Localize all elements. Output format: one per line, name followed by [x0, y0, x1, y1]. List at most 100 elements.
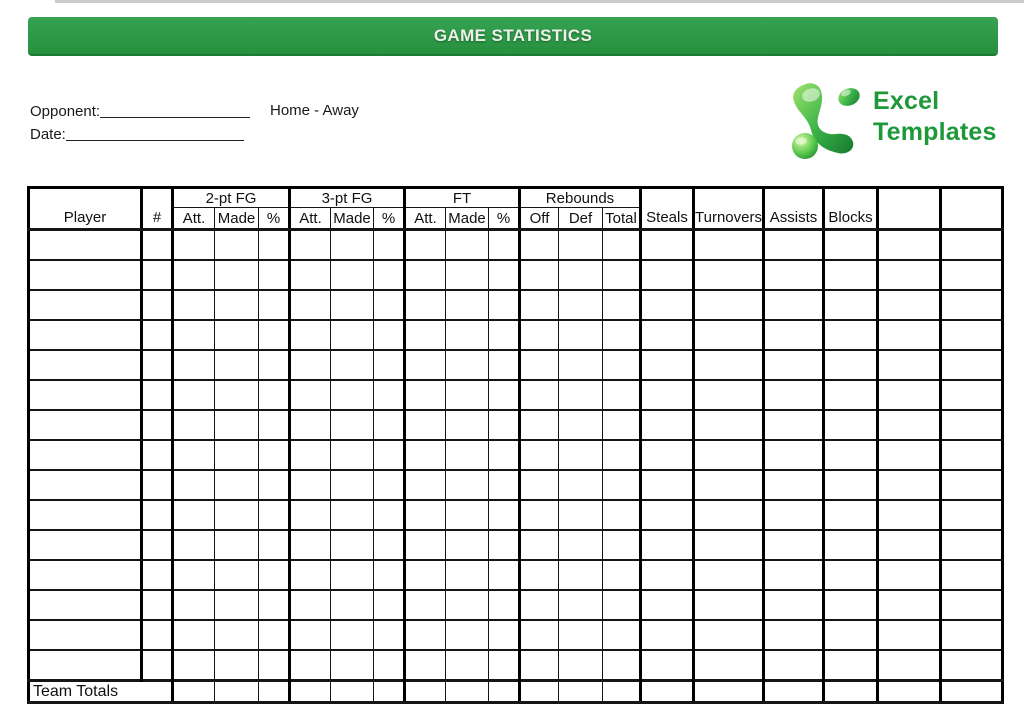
number-cell[interactable]	[140, 409, 173, 441]
stat-cell[interactable]	[214, 499, 259, 531]
stat-cell[interactable]	[876, 619, 941, 651]
stat-cell[interactable]	[330, 289, 374, 321]
number-cell[interactable]	[140, 649, 173, 682]
stat-cell[interactable]	[939, 589, 1003, 621]
stat-cell[interactable]	[330, 529, 374, 561]
stat-cell[interactable]	[762, 619, 824, 651]
stat-cell[interactable]	[488, 589, 520, 621]
stat-cell[interactable]	[558, 439, 603, 471]
stat-cell[interactable]	[171, 319, 215, 351]
stat-cell[interactable]	[939, 559, 1003, 591]
stat-cell[interactable]	[403, 679, 446, 704]
stat-cell[interactable]	[214, 589, 259, 621]
stat-cell[interactable]	[171, 228, 215, 261]
stat-cell[interactable]	[214, 679, 259, 704]
stat-cell[interactable]	[602, 499, 641, 531]
stat-cell[interactable]	[692, 289, 764, 321]
stat-cell[interactable]	[258, 379, 290, 411]
stat-cell[interactable]	[171, 619, 215, 651]
stat-cell[interactable]	[373, 469, 405, 501]
stat-cell[interactable]	[488, 349, 520, 381]
stat-cell[interactable]	[445, 559, 489, 591]
stat-cell[interactable]	[488, 259, 520, 291]
stat-cell[interactable]	[822, 679, 878, 704]
stat-cell[interactable]	[214, 619, 259, 651]
stat-cell[interactable]	[330, 679, 374, 704]
stat-cell[interactable]	[876, 649, 941, 682]
stat-cell[interactable]	[488, 649, 520, 682]
stat-cell[interactable]	[488, 499, 520, 531]
stat-cell[interactable]	[558, 499, 603, 531]
stat-cell[interactable]	[639, 469, 694, 501]
stat-cell[interactable]	[876, 559, 941, 591]
stat-cell[interactable]	[488, 679, 520, 704]
stat-cell[interactable]	[558, 319, 603, 351]
stat-cell[interactable]	[403, 439, 446, 471]
stat-cell[interactable]	[602, 319, 641, 351]
stat-cell[interactable]	[214, 649, 259, 682]
stat-cell[interactable]	[330, 649, 374, 682]
stat-cell[interactable]	[939, 439, 1003, 471]
player-cell[interactable]	[28, 379, 142, 411]
stat-cell[interactable]	[639, 619, 694, 651]
stat-cell[interactable]	[445, 469, 489, 501]
stat-cell[interactable]	[639, 439, 694, 471]
stat-cell[interactable]	[822, 529, 878, 561]
opponent-field[interactable]	[100, 103, 251, 118]
stat-cell[interactable]	[488, 469, 520, 501]
stat-cell[interactable]	[692, 469, 764, 501]
stat-cell[interactable]	[171, 349, 215, 381]
stat-cell[interactable]	[214, 228, 259, 261]
stat-cell[interactable]	[373, 439, 405, 471]
stat-cell[interactable]	[330, 228, 374, 261]
stat-cell[interactable]	[639, 679, 694, 704]
stat-cell[interactable]	[403, 469, 446, 501]
stat-cell[interactable]	[288, 529, 331, 561]
stat-cell[interactable]	[373, 259, 405, 291]
stat-cell[interactable]	[639, 319, 694, 351]
stat-cell[interactable]	[639, 349, 694, 381]
stat-cell[interactable]	[602, 649, 641, 682]
stat-cell[interactable]	[692, 259, 764, 291]
stat-cell[interactable]	[692, 228, 764, 261]
stat-cell[interactable]	[822, 228, 878, 261]
stat-cell[interactable]	[518, 499, 559, 531]
stat-cell[interactable]	[403, 319, 446, 351]
stat-cell[interactable]	[558, 259, 603, 291]
stat-cell[interactable]	[330, 439, 374, 471]
stat-cell[interactable]	[939, 349, 1003, 381]
stat-cell[interactable]	[403, 349, 446, 381]
stat-cell[interactable]	[822, 349, 878, 381]
stat-cell[interactable]	[403, 619, 446, 651]
stat-cell[interactable]	[445, 409, 489, 441]
stat-cell[interactable]	[214, 259, 259, 291]
stat-cell[interactable]	[330, 619, 374, 651]
stat-cell[interactable]	[692, 529, 764, 561]
stat-cell[interactable]	[518, 679, 559, 704]
stat-cell[interactable]	[288, 319, 331, 351]
stat-cell[interactable]	[258, 259, 290, 291]
number-cell[interactable]	[140, 319, 173, 351]
stat-cell[interactable]	[762, 679, 824, 704]
stat-cell[interactable]	[939, 259, 1003, 291]
stat-cell[interactable]	[288, 679, 331, 704]
stat-cell[interactable]	[214, 439, 259, 471]
stat-cell[interactable]	[939, 529, 1003, 561]
stat-cell[interactable]	[214, 379, 259, 411]
player-cell[interactable]	[28, 289, 142, 321]
stat-cell[interactable]	[639, 409, 694, 441]
stat-cell[interactable]	[518, 349, 559, 381]
stat-cell[interactable]	[330, 409, 374, 441]
stat-cell[interactable]	[692, 439, 764, 471]
stat-cell[interactable]	[602, 409, 641, 441]
stat-cell[interactable]	[518, 228, 559, 261]
stat-cell[interactable]	[214, 469, 259, 501]
stat-cell[interactable]	[939, 379, 1003, 411]
stat-cell[interactable]	[288, 559, 331, 591]
player-cell[interactable]	[28, 409, 142, 441]
number-cell[interactable]	[140, 289, 173, 321]
stat-cell[interactable]	[602, 559, 641, 591]
stat-cell[interactable]	[171, 469, 215, 501]
stat-cell[interactable]	[373, 319, 405, 351]
stat-cell[interactable]	[762, 469, 824, 501]
